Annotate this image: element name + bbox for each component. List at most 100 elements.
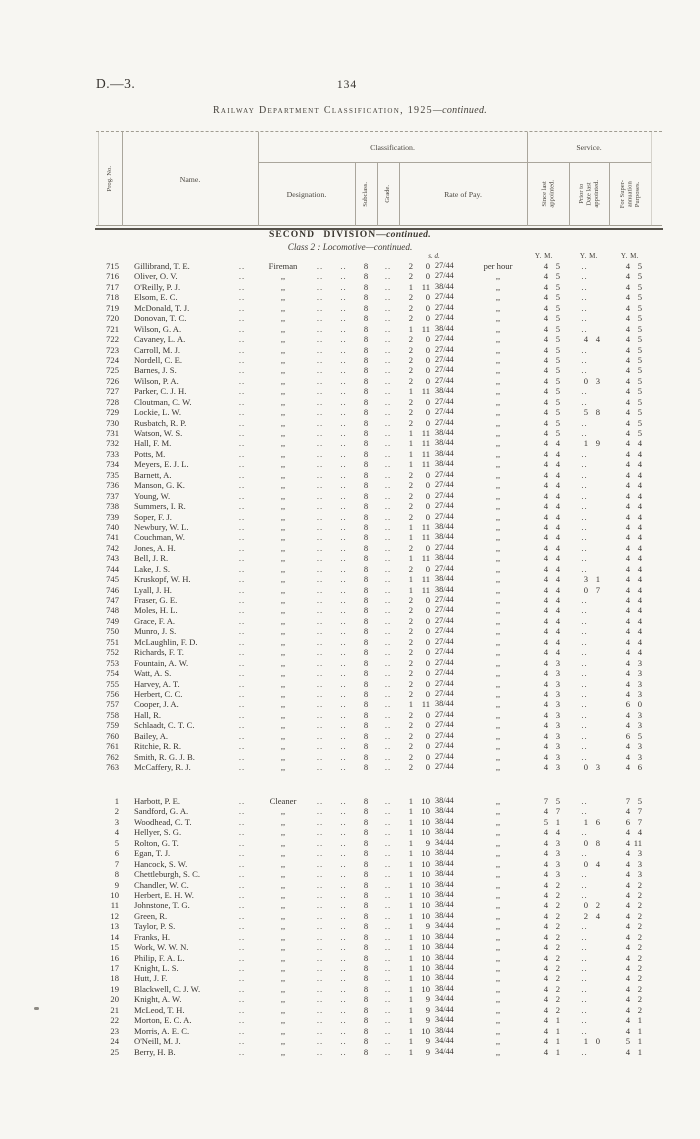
empty-value-dots: .. — [581, 563, 588, 574]
cell-prog-no: 12 — [110, 910, 119, 921]
cell-rate-shillings: 1 — [408, 973, 413, 984]
service-years: 4 — [625, 647, 630, 658]
cell-designation: ,, — [280, 428, 286, 438]
cell-service-prior: .. — [569, 501, 609, 511]
service-months: 4 — [637, 615, 642, 626]
cell-rate-pence: 10 — [421, 963, 430, 973]
cell-grade: .. — [384, 942, 392, 953]
cell-designation: ,, — [280, 334, 286, 345]
cell-designation: ,, — [280, 553, 286, 564]
cell-rate-pence: 9 — [425, 837, 430, 848]
service-years: 4 — [543, 869, 548, 880]
cell-rate-per: ,, — [495, 407, 501, 418]
cell-designation: ,, — [280, 709, 286, 720]
cell-rate-per: ,, — [495, 501, 501, 512]
empty-value-dots: .. — [581, 365, 588, 376]
table-row: 763 McCaffery, R. J...,,.... 8.. 2 0 27/44,, 4… — [98, 762, 651, 772]
cell-grade: .. — [384, 910, 392, 921]
cell-rate-per: ,, — [495, 858, 501, 869]
cell-subclass: 8 — [363, 553, 369, 564]
service-years: 4 — [543, 1046, 548, 1057]
service-years: 4 — [543, 459, 548, 470]
leader-dots: .. — [316, 921, 324, 932]
service-months: 4 — [555, 469, 560, 480]
cell-rate-shillings: 2 — [408, 375, 413, 386]
service-years: 4 — [625, 375, 630, 386]
cell-name: Grace, F. A. — [134, 615, 176, 626]
cell-service-prior: .. — [569, 355, 609, 365]
service-years: 6 — [625, 730, 630, 741]
service-years: 4 — [625, 806, 630, 817]
cell-subclass: 8 — [363, 900, 369, 911]
cell-rate-pence: 0 — [425, 407, 430, 418]
cell-rate-shillings: 1 — [408, 931, 413, 942]
cell-prog-no: 14 — [110, 931, 119, 942]
cell-rate-shillings: 1 — [408, 521, 413, 532]
cell-grade: .. — [384, 323, 392, 334]
cell-rate-fraction: 38/44 — [435, 858, 454, 868]
leader-dots: .. — [316, 563, 324, 574]
leader-dots: .. — [340, 657, 347, 668]
cell-rate-shillings: 1 — [408, 952, 413, 963]
cell-name: Lake, J. S. — [134, 563, 171, 574]
leader-dots: .. — [238, 323, 246, 334]
cell-subclass: 8 — [363, 796, 369, 806]
cell-service-prior: .. — [569, 827, 609, 837]
cell-name: Ritchie, R. R. — [134, 741, 182, 752]
cell-rate-shillings: 2 — [408, 271, 413, 282]
leader-dots: .. — [238, 900, 246, 911]
service-years: 4 — [625, 542, 630, 553]
service-years: 4 — [543, 973, 548, 984]
table-row: 736 Manson, G. K...,,.... 8.. 2 0 27/44,, 4 4..… — [98, 480, 651, 490]
cell-grade: .. — [384, 796, 392, 806]
cell-grade: .. — [384, 313, 392, 324]
service-months: 3 — [637, 751, 642, 762]
leader-dots: .. — [340, 344, 347, 355]
cell-grade: .. — [384, 407, 392, 418]
cell-designation: ,, — [280, 1015, 286, 1026]
service-months: 2 — [637, 973, 642, 984]
cell-rate-per: ,, — [495, 605, 501, 616]
cell-name: Harbott, P. E. — [134, 796, 181, 806]
cell-subclass: 8 — [363, 448, 369, 459]
leader-dots: .. — [238, 574, 246, 585]
cell-service-prior: .. — [569, 637, 609, 647]
service-years: 4 — [625, 490, 630, 501]
cell-rate-fraction: 27/44 — [435, 511, 454, 521]
cell-prog-no: 750 — [106, 626, 119, 637]
cell-rate-shillings: 1 — [408, 553, 413, 564]
cell-rate-pence: 0 — [425, 313, 430, 324]
service-months: 2 — [637, 931, 642, 942]
service-months: 5 — [637, 428, 642, 438]
service-years: 4 — [543, 615, 548, 626]
leader-dots: .. — [238, 931, 246, 942]
service-years: 4 — [543, 334, 548, 345]
leader-dots: .. — [340, 1046, 347, 1057]
cell-designation: ,, — [280, 657, 286, 668]
cell-name: Elsom, E. C. — [134, 292, 178, 303]
cell-rate-pence: 0 — [425, 636, 430, 647]
grid-line — [122, 132, 123, 226]
cell-rate-fraction: 27/44 — [435, 480, 454, 490]
service-years: 4 — [543, 688, 548, 699]
cell-rate-pence: 11 — [421, 699, 430, 710]
empty-value-dots: .. — [581, 396, 588, 407]
leader-dots: .. — [316, 636, 324, 647]
leader-dots: .. — [340, 574, 347, 585]
cell-rate-fraction: 38/44 — [435, 931, 454, 941]
leader-dots: .. — [340, 386, 347, 397]
service-years: 4 — [625, 942, 630, 953]
